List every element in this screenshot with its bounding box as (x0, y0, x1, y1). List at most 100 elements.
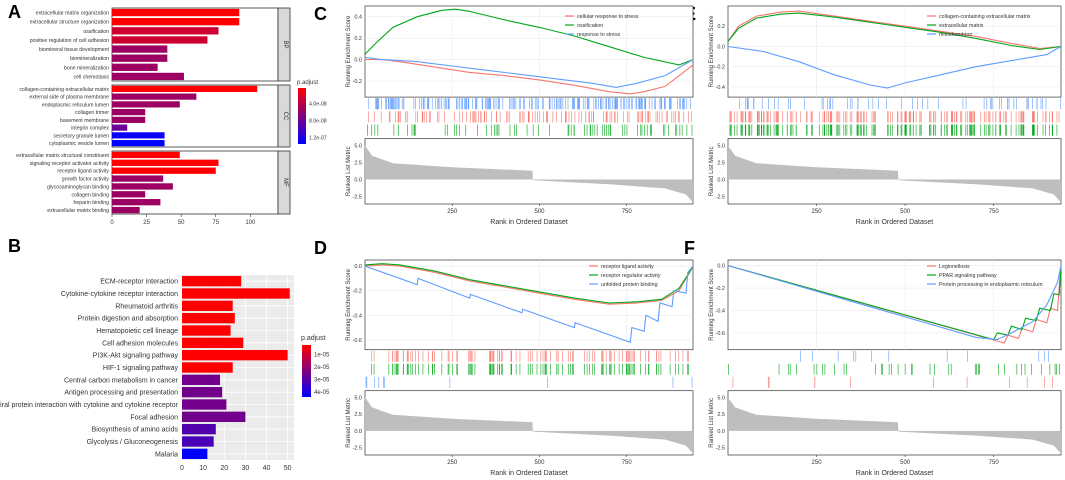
series-line (727, 12, 1062, 51)
metric-area (728, 397, 1061, 454)
category-label: Biosynthesis of amino acids (92, 427, 179, 434)
legend-title: p.adjust (301, 335, 326, 342)
category-label: heparin binding (74, 200, 110, 206)
bar (182, 337, 244, 349)
category-label: extracellular matrix binding (47, 208, 109, 214)
category-label: signaling receptor activator activity (30, 161, 110, 167)
x-tick-label: 500 (900, 460, 911, 466)
category-label: Hematopoietic cell lineage (96, 328, 178, 335)
legend-label: 1.2e-07 (309, 135, 327, 141)
category-label: Viral protein interaction with cytokine … (0, 402, 179, 409)
bar (112, 132, 165, 139)
x-axis-title: Rank in Ordered Dataset (490, 219, 567, 226)
series-line (364, 265, 694, 344)
category-label: collagen-containing extracellular matrix (19, 87, 109, 93)
bar (182, 374, 221, 386)
series-line (364, 264, 694, 305)
category-label: Glycolysis / Gluconeogenesis (87, 439, 179, 446)
category-label: Cytokine-cytokine receptor interaction (61, 291, 178, 298)
category-label: cell chemotaxis (74, 74, 110, 80)
y-axis-title: Running Enrichment Score (346, 268, 352, 340)
legend-label: receptor ligand activity (601, 264, 654, 270)
series-line (727, 10, 1062, 50)
category-label: secretory granule lumen (53, 133, 109, 139)
metric-tick-label: -2.5 (716, 195, 725, 201)
bar (112, 109, 146, 116)
legend-label: Legionellosis (939, 264, 970, 270)
series-line (365, 59, 694, 95)
bar (182, 325, 231, 336)
bar (112, 63, 158, 71)
y-tick-label: -0.2 (716, 65, 725, 71)
x-tick-label: 100 (245, 220, 256, 226)
bar (112, 93, 197, 100)
category-label: extracellular matrix organization (36, 11, 109, 17)
category-label: endoplasmic reticulum lumen (42, 102, 109, 108)
legend-label: 4e-05 (314, 390, 330, 396)
category-label: Central carbon metabolism in cancer (64, 377, 179, 384)
legend-label: receptor regulator activity (601, 273, 661, 279)
x-tick-label: 750 (989, 209, 1000, 215)
x-tick-label: 75 (212, 220, 219, 226)
x-tick-label: 750 (989, 460, 1000, 466)
legend-colorbar (298, 88, 306, 144)
bar (112, 101, 180, 108)
metric-tick-label: 2.5 (717, 412, 725, 418)
y-tick-label: -0.2 (353, 289, 362, 295)
facet-strip-cc (277, 84, 291, 148)
legend-label: response to stress (577, 32, 621, 38)
bar (112, 54, 168, 62)
category-label: Malaria (155, 451, 178, 458)
bar (112, 45, 168, 53)
y-tick-label: -0.6 (716, 331, 725, 337)
bar (182, 312, 235, 324)
category-label: Focal adhesion (131, 414, 179, 421)
series-line (727, 45, 1062, 89)
metric-tick-label: -2.5 (716, 446, 725, 452)
x-tick-label: 0 (180, 465, 184, 472)
category-label: Rheumatoid arthritis (115, 303, 178, 310)
panel-label-b: B (8, 236, 21, 256)
x-tick-label: 20 (220, 465, 228, 472)
x-tick-label: 500 (900, 209, 911, 215)
category-label: ossification (83, 29, 109, 35)
bar (182, 275, 242, 287)
bar (112, 140, 165, 147)
enrichment-plot-area (727, 5, 1062, 98)
metric-area (365, 397, 693, 454)
y-tick-label: -0.6 (353, 338, 362, 344)
x-tick-label: 250 (447, 209, 458, 215)
x-tick-label: 40 (263, 465, 271, 472)
bar (112, 175, 164, 182)
y-tick-label: 0.4 (354, 15, 362, 21)
series-line (727, 265, 1062, 344)
panel-label-a: A (8, 2, 21, 22)
y-tick-label: 0.0 (354, 264, 362, 270)
y-tick-label: 0.2 (717, 24, 725, 30)
bar (112, 183, 173, 190)
metric-tick-label: 5.0 (354, 143, 362, 149)
metric-axis-title: Ranked List Metric (346, 146, 352, 196)
x-tick-label: 50 (284, 465, 292, 472)
y-tick-label: 0.0 (717, 264, 725, 270)
facet-strip-label: MF (282, 178, 288, 187)
category-label: growth factor activity (62, 177, 110, 183)
series-line (364, 263, 694, 304)
bar (182, 423, 216, 435)
panel-label-c: C (314, 4, 327, 24)
bar (112, 151, 180, 159)
bar (182, 300, 233, 312)
category-label: collagen trimer (75, 110, 109, 116)
metric-area (728, 145, 1061, 203)
bar (182, 362, 233, 373)
x-tick-label: 250 (812, 209, 823, 215)
panel-label-d: D (314, 238, 327, 258)
series-line (727, 265, 1062, 341)
metric-tick-label: 0.0 (354, 429, 362, 435)
series-line (364, 8, 694, 66)
series-line (364, 56, 694, 88)
metric-axis-title: Ranked List Metric (709, 146, 715, 196)
bar (112, 167, 216, 174)
category-label: ECM-receptor interaction (100, 279, 178, 286)
y-tick-label: -0.4 (716, 308, 725, 314)
